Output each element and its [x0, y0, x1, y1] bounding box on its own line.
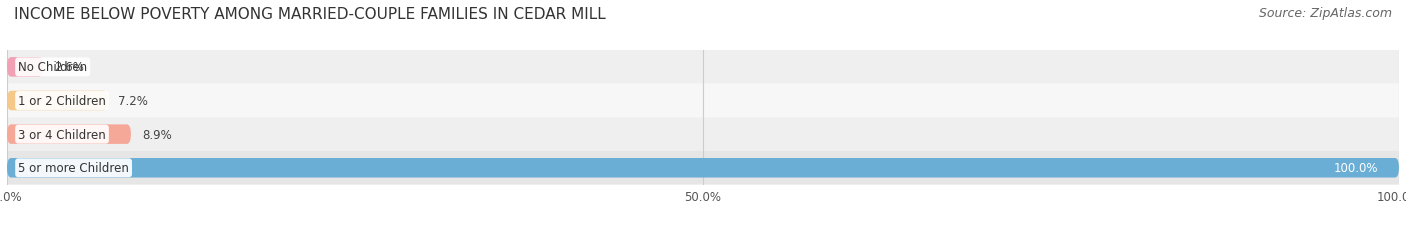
FancyBboxPatch shape — [7, 151, 1399, 185]
Text: 5 or more Children: 5 or more Children — [18, 161, 129, 175]
FancyBboxPatch shape — [7, 158, 1399, 178]
Text: 100.0%: 100.0% — [1333, 161, 1378, 175]
Text: Source: ZipAtlas.com: Source: ZipAtlas.com — [1258, 7, 1392, 20]
FancyBboxPatch shape — [7, 125, 131, 144]
FancyBboxPatch shape — [7, 91, 107, 111]
Text: 1 or 2 Children: 1 or 2 Children — [18, 94, 105, 108]
Text: 8.9%: 8.9% — [142, 128, 172, 141]
FancyBboxPatch shape — [7, 118, 1399, 151]
Text: INCOME BELOW POVERTY AMONG MARRIED-COUPLE FAMILIES IN CEDAR MILL: INCOME BELOW POVERTY AMONG MARRIED-COUPL… — [14, 7, 606, 22]
Text: No Children: No Children — [18, 61, 87, 74]
FancyBboxPatch shape — [7, 58, 44, 77]
FancyBboxPatch shape — [7, 84, 1399, 118]
Text: 3 or 4 Children: 3 or 4 Children — [18, 128, 105, 141]
Text: 7.2%: 7.2% — [118, 94, 148, 108]
Text: 2.6%: 2.6% — [55, 61, 84, 74]
FancyBboxPatch shape — [7, 51, 1399, 84]
